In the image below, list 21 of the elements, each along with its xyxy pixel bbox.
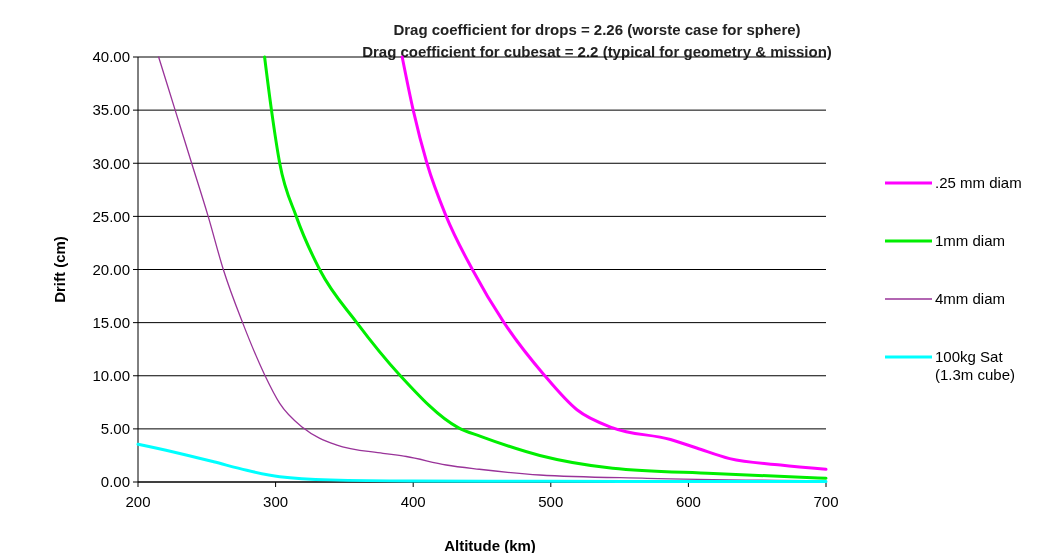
y-tick-label: 15.00 [92, 313, 130, 331]
y-tick-label: 25.00 [92, 207, 130, 225]
chart-subtitle: Drag coefficient for drops = 2.26 (worste case for sphere) Drag coefficient for cubesat = 2.2 (typical for geometry & mission) [362, 21, 832, 60]
x-tick-label: 500 [538, 493, 564, 510]
y-tick-label: 5.00 [100, 420, 130, 438]
y-tick-label: 40.00 [92, 48, 130, 66]
y-tick-label: 0.00 [100, 473, 130, 491]
y-tick-label: 10.00 [92, 367, 130, 384]
y-tick-label: 30.00 [92, 154, 130, 172]
legend-label: 1mm diam [935, 232, 1006, 250]
y-tick-label: 20.00 [92, 260, 130, 278]
x-tick-label: 200 [125, 493, 151, 510]
legend-label: 100kg Sat (1.3m cube) [935, 348, 1016, 384]
x-tick-label: 700 [813, 493, 839, 510]
legend-label: .25 mm diam [935, 174, 1022, 192]
legend-label: 4mm diam [935, 290, 1006, 308]
x-tick-label: 400 [400, 493, 426, 510]
x-tick-label: 300 [263, 493, 289, 510]
x-tick-label: 600 [675, 493, 701, 510]
y-tick-label: 35.00 [92, 101, 130, 119]
y-axis-title: Drift (cm) [51, 236, 68, 303]
